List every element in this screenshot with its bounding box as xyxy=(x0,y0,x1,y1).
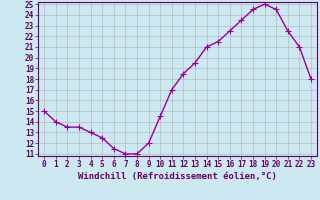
X-axis label: Windchill (Refroidissement éolien,°C): Windchill (Refroidissement éolien,°C) xyxy=(78,172,277,181)
